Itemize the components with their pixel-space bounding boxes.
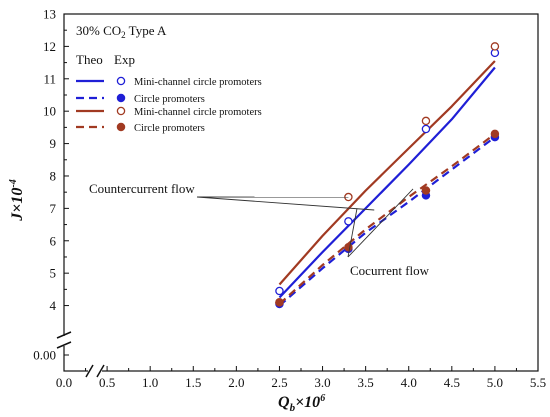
y-axis-break-mark bbox=[56, 341, 72, 349]
data-point-series-3 bbox=[275, 298, 284, 307]
legend-marker-series-0 bbox=[116, 76, 126, 86]
y-tick-label: 7 bbox=[50, 201, 57, 216]
legend-label-series-2: Mini-channel circle promoters bbox=[134, 107, 262, 118]
x-tick-label: 5.0 bbox=[487, 375, 503, 390]
x-tick-label: 0.5 bbox=[99, 375, 115, 390]
data-point-series-2 bbox=[421, 116, 431, 126]
legend-marker-series-2 bbox=[116, 106, 126, 116]
annotation-countercurrent-flow: Countercurrent flow bbox=[89, 181, 195, 196]
y-tick-label: 0.00 bbox=[33, 348, 56, 363]
annotation-cocurrent-flow: Cocurrent flow bbox=[350, 263, 430, 278]
annotation-pointer bbox=[347, 188, 414, 258]
data-point-series-3 bbox=[344, 242, 353, 252]
y-tick-label: 12 bbox=[43, 39, 56, 54]
x-tick-label: 5.5 bbox=[530, 375, 546, 390]
y-tick-label: 4 bbox=[50, 298, 57, 313]
y-tick-label: 10 bbox=[43, 104, 56, 119]
legend-label-series-3: Circle promoters bbox=[134, 123, 205, 134]
theory-line-series-0 bbox=[278, 66, 496, 299]
x-axis-label: Qb×106 bbox=[278, 393, 325, 414]
legend-marker-series-3 bbox=[116, 122, 126, 132]
x-tick-label: 1.5 bbox=[185, 375, 201, 390]
x-axis-break-mark bbox=[85, 364, 94, 378]
y-axis-label: J×10-4 bbox=[8, 179, 26, 221]
x-axis-break-mark bbox=[96, 364, 105, 378]
data-point-series-0 bbox=[344, 217, 353, 226]
legend-label-series-1: Circle promoters bbox=[134, 94, 205, 105]
x-tick-label: 4.0 bbox=[401, 375, 417, 390]
annotation-pointer bbox=[196, 196, 375, 211]
x-axis-break-gap bbox=[88, 368, 102, 374]
y-tick-label: 11 bbox=[43, 71, 56, 86]
y-tick-label: 5 bbox=[50, 266, 57, 281]
theory-line-series-2 bbox=[278, 60, 496, 286]
data-point-series-3 bbox=[421, 186, 431, 195]
legend-header-theo: Theo bbox=[76, 52, 103, 67]
y-tick-label: 13 bbox=[43, 7, 56, 22]
x-tick-label: 0.0 bbox=[56, 375, 72, 390]
data-point-series-0 bbox=[421, 124, 431, 134]
x-tick-label: 3.5 bbox=[358, 375, 374, 390]
data-point-series-0 bbox=[275, 286, 284, 296]
x-tick-label: 3.0 bbox=[314, 375, 330, 390]
data-point-series-2 bbox=[490, 42, 500, 51]
x-tick-label: 2.5 bbox=[271, 375, 287, 390]
data-point-series-3 bbox=[490, 129, 500, 139]
y-axis-break-mark bbox=[56, 331, 72, 339]
theory-line-series-1 bbox=[278, 136, 496, 307]
legend-marker-series-1 bbox=[116, 93, 126, 103]
y-tick-label: 9 bbox=[50, 136, 57, 151]
x-tick-label: 4.5 bbox=[444, 375, 460, 390]
annotation-title: 30% CO2 Type A bbox=[76, 23, 167, 40]
y-tick-label: 6 bbox=[50, 233, 57, 248]
y-tick-label: 8 bbox=[50, 168, 57, 183]
x-tick-label: 2.0 bbox=[228, 375, 244, 390]
legend-header-exp: Exp bbox=[114, 52, 135, 67]
x-tick-label: 1.0 bbox=[142, 375, 158, 390]
legend-label-series-0: Mini-channel circle promoters bbox=[134, 77, 262, 88]
annotation-pointer bbox=[347, 208, 358, 258]
y-axis-break-gap bbox=[61, 336, 67, 346]
